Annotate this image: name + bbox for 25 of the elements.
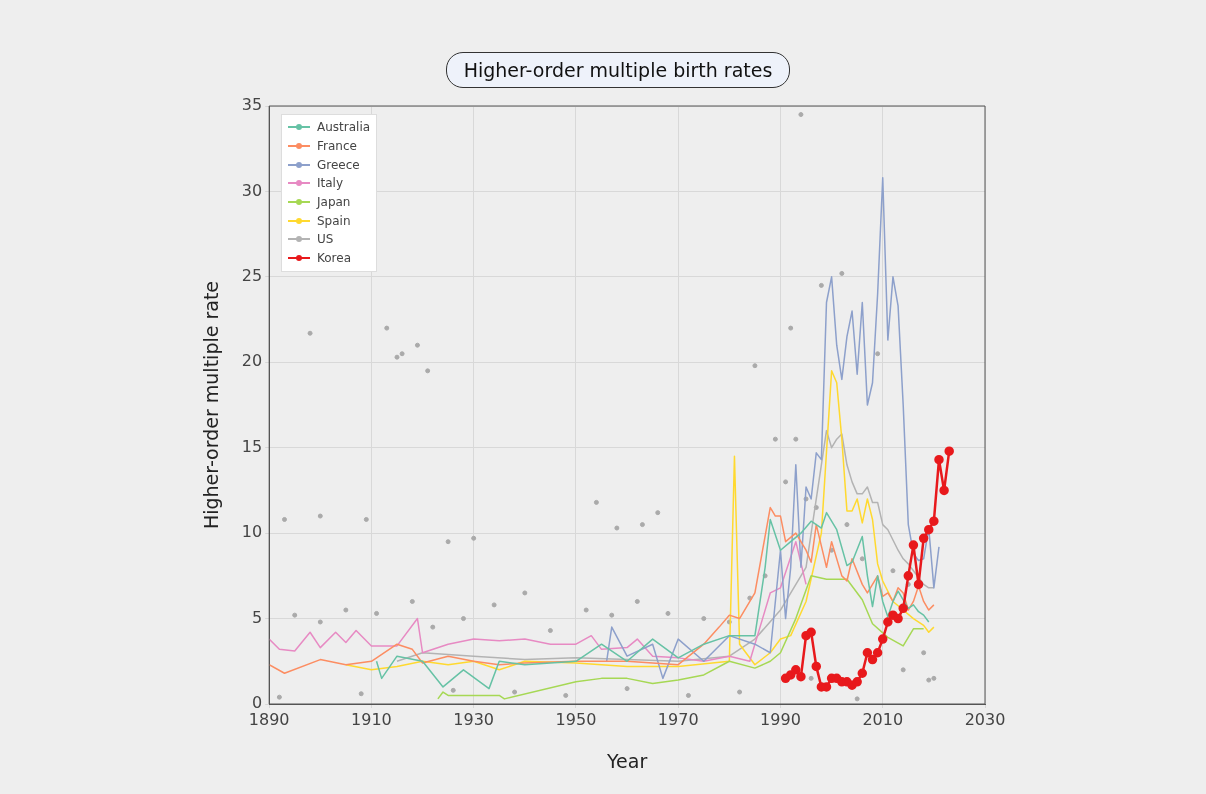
y-tick-label: 25 [241,266,263,286]
legend-label: Spain [317,213,351,228]
x-tick-label: 1970 [657,709,699,729]
legend-label: Australia [317,120,371,135]
legend-label: Greece [317,157,360,172]
x-tick-label: 2030 [964,709,1006,729]
x-tick-label: 1990 [760,709,801,729]
chart-title: Higher-order multiple birth rates [446,52,790,88]
y-tick-label: 30 [241,180,263,200]
legend-label: France [317,139,357,154]
y-tick-label: 15 [241,436,263,456]
y-tick-label: 10 [241,522,263,542]
legend-label: Korea [317,251,352,266]
x-tick-label: 1910 [351,709,392,729]
y-tick-label: 20 [241,351,263,371]
legend-label: Italy [317,176,344,191]
x-tick-label: 1950 [555,709,597,729]
y-axis-title: Higher-order multiple rate [200,280,223,530]
legend-label: US [317,232,334,247]
legend-label: Japan [317,195,351,210]
x-tick-label: 2010 [862,709,904,729]
y-tick-label: 35 [241,95,263,115]
x-axis-title: Year [605,749,648,772]
y-tick-label: 5 [251,607,263,627]
x-tick-label: 1930 [453,709,495,729]
